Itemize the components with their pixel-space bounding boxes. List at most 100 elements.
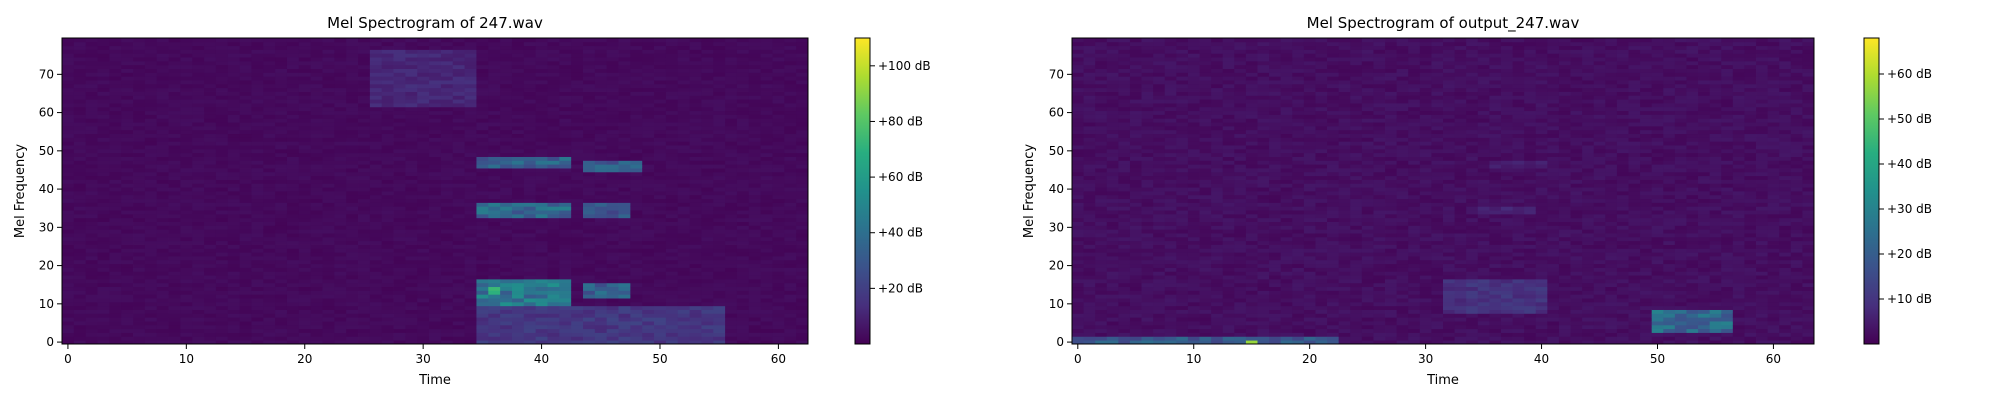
heatmap-cell <box>121 336 134 341</box>
heatmap-cell <box>310 229 323 234</box>
heatmap-cell <box>606 41 619 47</box>
heatmap-cell <box>310 340 323 345</box>
heatmap-cell <box>322 194 335 200</box>
heatmap-cell <box>417 95 430 100</box>
heatmap-cell <box>689 95 702 100</box>
heatmap-cell <box>784 206 797 211</box>
heatmap-cell <box>251 248 264 253</box>
heatmap-cell <box>298 160 312 165</box>
heatmap-cell <box>772 106 785 112</box>
heatmap-cell <box>239 229 252 234</box>
heatmap-cell <box>298 309 312 314</box>
heatmap-cell <box>180 64 193 69</box>
heatmap-cell <box>156 183 169 188</box>
heatmap-cell <box>618 41 631 47</box>
heatmap-cell <box>725 198 738 203</box>
heatmap-cell <box>642 60 655 66</box>
heatmap-cell <box>358 99 371 104</box>
heatmap-cell <box>97 57 110 62</box>
heatmap-cell <box>523 171 537 177</box>
heatmap-cell <box>192 106 205 112</box>
heatmap-cell <box>109 125 122 131</box>
heatmap-cell <box>665 191 679 196</box>
heatmap-cell <box>547 179 560 184</box>
heatmap-cell <box>417 282 430 288</box>
heatmap-cell <box>736 275 750 280</box>
heatmap-cell <box>452 164 465 169</box>
heatmap-cell <box>215 340 229 345</box>
heatmap-cell <box>725 91 738 96</box>
heatmap-cell <box>334 194 347 200</box>
heatmap-cell <box>109 240 122 245</box>
heatmap-cell <box>464 340 477 345</box>
heatmap-cell <box>654 106 667 112</box>
heatmap-cell <box>701 263 714 268</box>
heatmap-cell <box>358 294 371 299</box>
heatmap-cell <box>488 137 501 142</box>
heatmap-cell <box>204 290 217 295</box>
heatmap-cell <box>275 332 288 337</box>
heatmap-cell <box>642 83 655 89</box>
heatmap-cell <box>156 202 169 207</box>
heatmap-cell <box>298 53 312 58</box>
heatmap-cell <box>346 129 359 135</box>
heatmap-cell <box>381 240 394 245</box>
heatmap-cell <box>286 225 300 230</box>
heatmap-cell <box>725 236 738 242</box>
heatmap-cell <box>251 156 264 161</box>
heatmap-cell <box>346 202 359 207</box>
heatmap-cell <box>310 53 323 58</box>
heatmap-cell <box>642 248 655 253</box>
heatmap-cell <box>748 87 762 92</box>
heatmap-cell <box>144 148 158 154</box>
heatmap-cell <box>298 198 312 203</box>
heatmap-cell <box>275 259 288 265</box>
heatmap-cell <box>121 95 134 100</box>
heatmap-cell <box>618 324 631 330</box>
heatmap-cell <box>334 298 347 303</box>
heatmap-cell <box>535 45 548 50</box>
heatmap-cell <box>310 282 323 288</box>
heatmap-cell <box>642 328 655 333</box>
heatmap-cell <box>535 221 548 226</box>
heatmap-cell <box>559 225 572 230</box>
heatmap-cell <box>85 309 98 314</box>
heatmap-cell <box>511 290 525 295</box>
heatmap-cell <box>168 60 181 66</box>
heatmap-cell <box>464 332 477 337</box>
heatmap-cell <box>286 301 300 307</box>
heatmap-cell <box>500 83 513 89</box>
heatmap-cell <box>168 217 181 222</box>
heatmap-cell <box>440 83 454 89</box>
heatmap-cell <box>559 152 572 157</box>
heatmap-cell <box>523 321 537 326</box>
heatmap-cell <box>772 202 785 207</box>
heatmap-cell <box>322 99 335 104</box>
heatmap-cell <box>760 317 773 322</box>
heatmap-cell <box>559 259 572 265</box>
heatmap-cell <box>334 336 347 341</box>
heatmap-cell <box>275 206 288 211</box>
heatmap-cell <box>547 60 560 66</box>
heatmap-cell <box>322 286 335 291</box>
heatmap-cell <box>689 198 702 203</box>
heatmap-cell <box>748 179 762 184</box>
heatmap-cell <box>701 252 714 257</box>
heatmap-cell <box>760 256 773 261</box>
heatmap-cell <box>417 278 430 284</box>
heatmap-cell <box>713 324 726 330</box>
heatmap-cell <box>665 156 679 161</box>
heatmap-cell <box>784 221 797 226</box>
heatmap-cell <box>464 202 477 207</box>
heatmap-cell <box>85 41 98 47</box>
heatmap-cell <box>204 256 217 261</box>
heatmap-cell <box>452 267 465 272</box>
heatmap-cell <box>322 72 335 77</box>
heatmap-cell <box>748 286 762 291</box>
heatmap-cell <box>725 141 738 146</box>
heatmap-cell <box>630 83 643 89</box>
heatmap-cell <box>239 317 252 322</box>
heatmap-cell <box>500 321 513 326</box>
heatmap-cell <box>121 148 134 154</box>
heatmap-cell <box>654 301 667 307</box>
